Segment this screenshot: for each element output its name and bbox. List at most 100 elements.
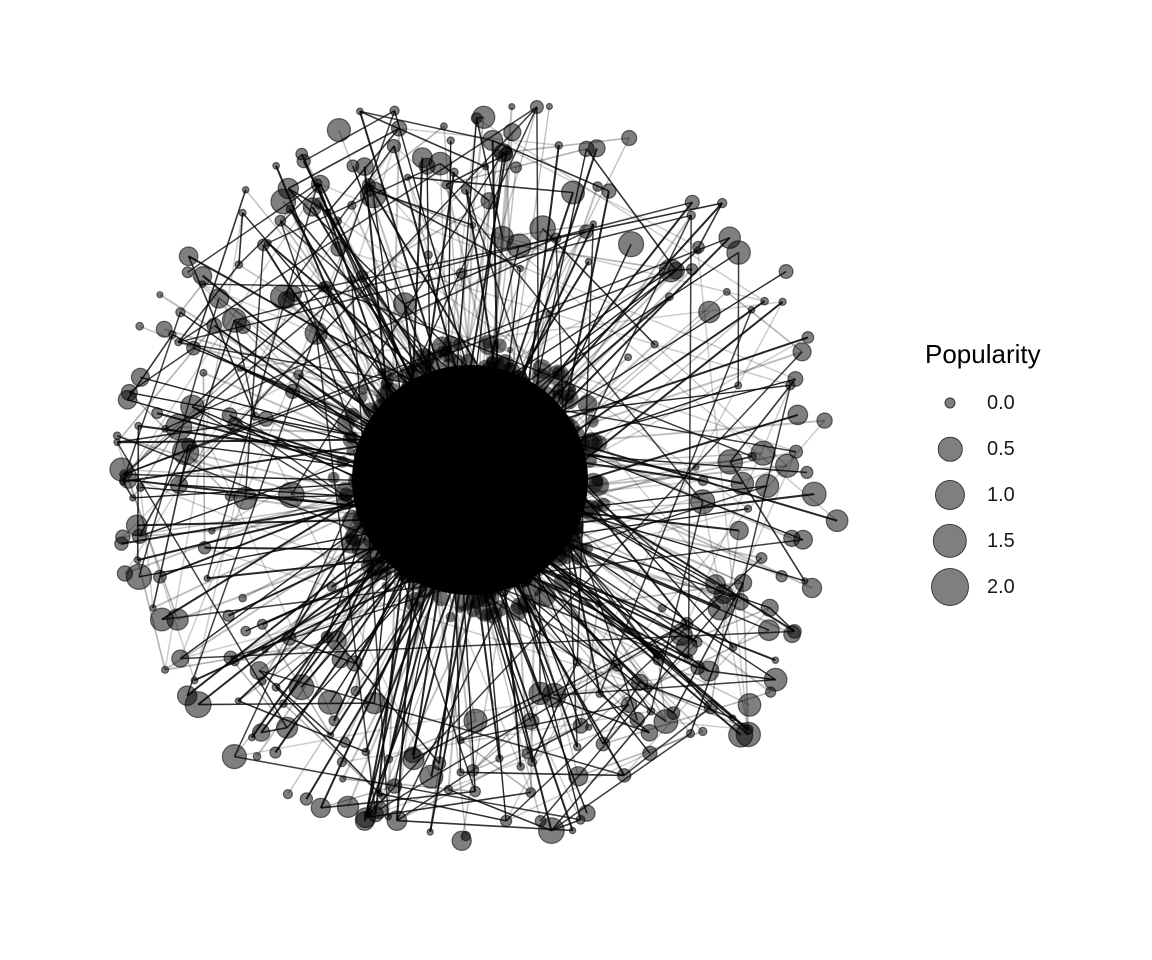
graph-node bbox=[369, 800, 388, 820]
graph-node bbox=[680, 616, 694, 631]
graph-node bbox=[562, 545, 569, 553]
graph-node bbox=[460, 353, 476, 369]
graph-node bbox=[114, 536, 129, 551]
graph-node bbox=[186, 340, 201, 356]
graph-node bbox=[234, 697, 242, 705]
graph-node bbox=[572, 742, 582, 752]
graph-edge bbox=[290, 152, 504, 496]
graph-node bbox=[339, 775, 347, 783]
graph-node bbox=[350, 685, 361, 697]
graph-node bbox=[377, 367, 386, 377]
graph-node bbox=[368, 436, 383, 451]
graph-edge bbox=[650, 501, 704, 712]
graph-node bbox=[151, 407, 164, 420]
graph-node bbox=[240, 625, 252, 637]
graph-node bbox=[152, 569, 167, 584]
graph-node bbox=[362, 558, 369, 565]
graph-edge bbox=[579, 603, 600, 726]
graph-node bbox=[361, 747, 371, 757]
legend-label: 2.0 bbox=[987, 575, 1015, 598]
graph-node bbox=[568, 766, 589, 787]
graph-node bbox=[685, 263, 699, 276]
graph-node bbox=[227, 416, 243, 432]
graph-node bbox=[506, 346, 514, 353]
graph-node bbox=[310, 797, 331, 819]
graph-node bbox=[787, 371, 804, 388]
legend-size-circle bbox=[932, 523, 968, 559]
graph-node bbox=[561, 481, 580, 500]
graph-node bbox=[792, 342, 812, 362]
graph-node bbox=[238, 593, 247, 603]
graph-node bbox=[479, 590, 489, 599]
graph-edge bbox=[337, 248, 791, 387]
graph-node bbox=[697, 475, 709, 487]
graph-node bbox=[257, 410, 274, 427]
graph-node bbox=[199, 368, 208, 377]
graph-node bbox=[317, 689, 343, 715]
legend-key bbox=[925, 564, 975, 610]
graph-node bbox=[324, 208, 332, 216]
graph-node bbox=[572, 717, 589, 734]
graph-node bbox=[257, 676, 267, 686]
graph-edge bbox=[164, 212, 244, 670]
graph-node bbox=[436, 568, 446, 577]
graph-node bbox=[788, 444, 804, 459]
graph-node bbox=[703, 699, 719, 715]
graph-node bbox=[456, 768, 465, 777]
graph-node bbox=[581, 432, 603, 454]
graph-node bbox=[580, 499, 601, 521]
graph-edge bbox=[368, 125, 445, 186]
graph-node bbox=[521, 748, 533, 760]
graph-node bbox=[353, 494, 361, 502]
graph-node bbox=[690, 489, 716, 515]
graph-node bbox=[206, 317, 223, 334]
graph-node bbox=[197, 540, 212, 555]
graph-node bbox=[249, 661, 269, 681]
graph-node bbox=[223, 650, 238, 665]
graph-dense-core bbox=[327, 334, 611, 624]
graph-edge bbox=[554, 678, 776, 697]
graph-node bbox=[463, 708, 488, 733]
graph-node bbox=[728, 643, 738, 652]
graph-node bbox=[643, 682, 653, 693]
graph-node bbox=[582, 453, 597, 468]
graph-node bbox=[288, 674, 315, 701]
graph-node bbox=[601, 183, 617, 199]
graph-node bbox=[399, 396, 418, 415]
graph-node bbox=[281, 631, 297, 646]
graph-node bbox=[572, 527, 581, 536]
legend-key bbox=[925, 380, 975, 426]
graph-node bbox=[251, 723, 271, 742]
graph-node bbox=[119, 469, 129, 479]
graph-node bbox=[591, 475, 604, 488]
graph-node bbox=[129, 494, 137, 502]
legend-label: 0.0 bbox=[987, 391, 1015, 414]
graph-node bbox=[640, 723, 659, 742]
graph-node bbox=[482, 129, 504, 152]
graph-node bbox=[389, 105, 400, 116]
graph-node bbox=[684, 194, 700, 210]
graph-node bbox=[285, 383, 301, 399]
graph-node bbox=[511, 565, 533, 588]
graph-node bbox=[734, 381, 743, 390]
graph-node bbox=[235, 318, 251, 335]
graph-node bbox=[350, 469, 370, 489]
graph-node bbox=[236, 364, 245, 372]
graph-node bbox=[431, 349, 443, 361]
graph-node bbox=[390, 120, 408, 137]
graph-node bbox=[443, 784, 454, 795]
graph-node bbox=[272, 161, 281, 170]
graph-node bbox=[241, 186, 250, 194]
graph-edge bbox=[526, 725, 581, 755]
graph-edge bbox=[505, 732, 691, 822]
graph-node bbox=[460, 184, 472, 196]
graph-node bbox=[440, 122, 448, 131]
graph-node bbox=[743, 504, 753, 513]
graph-node bbox=[825, 509, 849, 533]
graph-node bbox=[402, 747, 425, 771]
graph-node bbox=[446, 136, 455, 145]
graph-node bbox=[650, 340, 659, 349]
graph-node bbox=[470, 112, 483, 125]
graph-edge bbox=[460, 703, 630, 741]
graph-edge bbox=[202, 372, 206, 548]
